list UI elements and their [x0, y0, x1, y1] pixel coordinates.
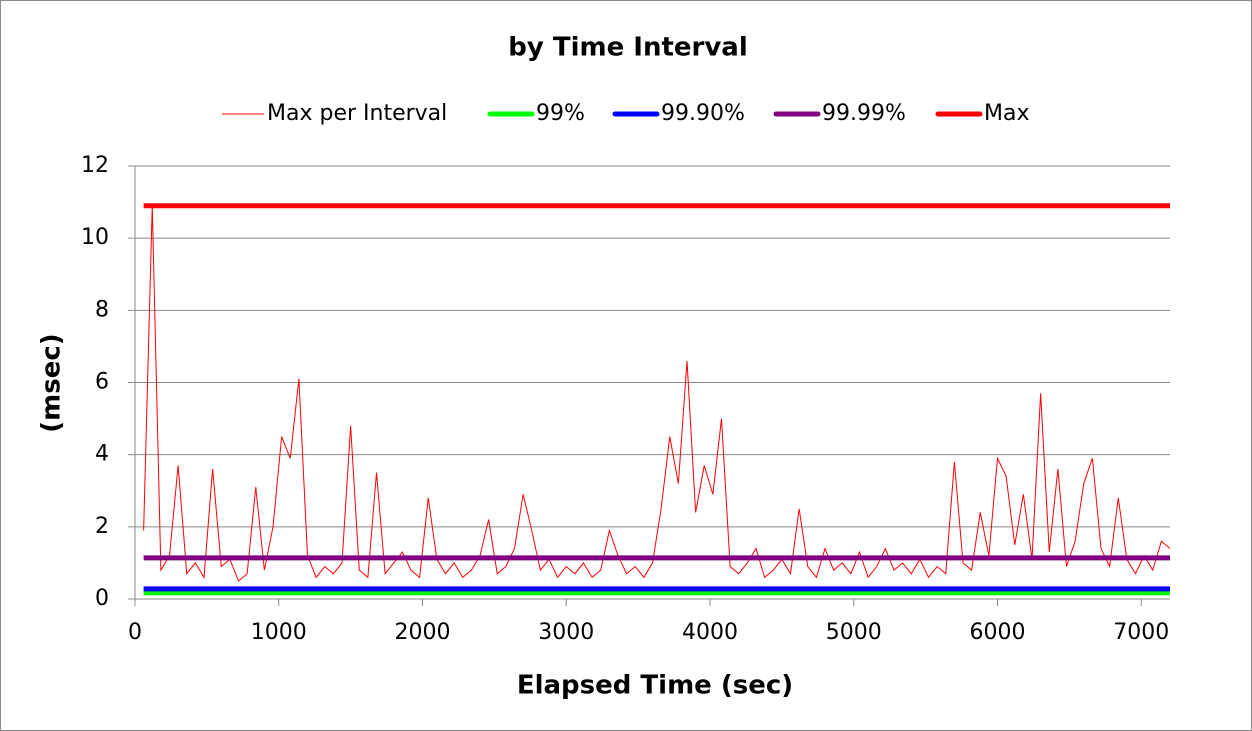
- y-tick-label: 6: [95, 370, 109, 395]
- legend-label: 99.99%: [822, 101, 906, 126]
- x-tick-label: 2000: [395, 620, 451, 645]
- x-tick-label: 5000: [826, 620, 882, 645]
- x-tick-label: 1000: [251, 620, 307, 645]
- x-tick-label: 0: [128, 620, 142, 645]
- y-tick-label: 12: [81, 153, 109, 178]
- y-tick-label: 0: [95, 586, 109, 611]
- x-tick-label: 6000: [970, 620, 1026, 645]
- x-axis-label: Elapsed Time (sec): [517, 671, 793, 701]
- y-tick-label: 10: [81, 225, 109, 250]
- legend-label: 99%: [536, 101, 585, 126]
- y-tick-label: 4: [95, 442, 109, 467]
- y-axis-label: (msec): [37, 333, 67, 432]
- x-tick-label: 7000: [1113, 620, 1169, 645]
- legend-label: 99.90%: [661, 101, 745, 126]
- legend-label: Max per Interval: [267, 101, 447, 126]
- y-tick-label: 2: [95, 514, 109, 539]
- chart-title: by Time Interval: [508, 33, 748, 63]
- series-line: [143, 205, 1171, 582]
- legend-label: Max: [984, 101, 1029, 126]
- y-tick-label: 8: [95, 297, 109, 322]
- x-tick-label: 4000: [682, 620, 738, 645]
- x-tick-label: 3000: [538, 620, 594, 645]
